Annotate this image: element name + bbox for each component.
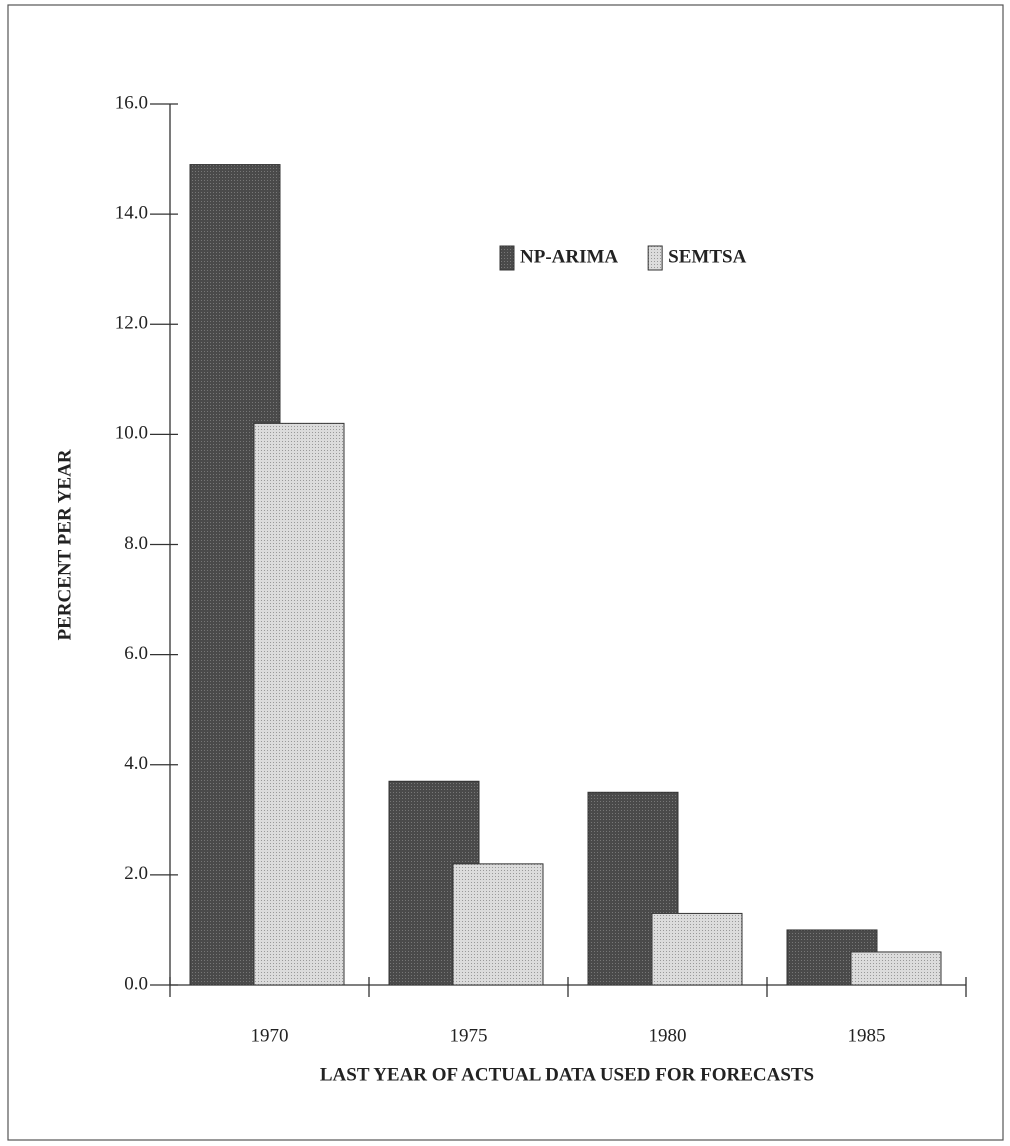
bar bbox=[850, 951, 942, 986]
y-tick-label: 2.0 bbox=[124, 863, 148, 884]
y-tick-label: 14.0 bbox=[115, 202, 148, 223]
y-tick-label: 6.0 bbox=[124, 643, 148, 664]
y-tick-label: 10.0 bbox=[115, 423, 148, 444]
frame bbox=[7, 4, 1004, 1141]
legend-label: NP-ARIMA bbox=[520, 246, 618, 267]
y-tick-label: 8.0 bbox=[124, 533, 148, 554]
y-tick-label: 12.0 bbox=[115, 313, 148, 334]
y-axis-title: PERCENT PER YEAR bbox=[54, 449, 75, 640]
legend-label: SEMTSA bbox=[668, 246, 746, 267]
x-tick-label: 1970 bbox=[251, 1025, 289, 1046]
bar bbox=[253, 422, 345, 986]
legend-swatch bbox=[499, 245, 515, 271]
y-tick-label: 0.0 bbox=[124, 973, 148, 994]
y-tick-label: 16.0 bbox=[115, 92, 148, 113]
x-axis-title: LAST YEAR OF ACTUAL DATA USED FOR FORECA… bbox=[320, 1064, 814, 1085]
bar bbox=[452, 863, 544, 986]
x-tick-label: 1975 bbox=[450, 1025, 488, 1046]
legend-swatch bbox=[647, 245, 663, 271]
x-tick-label: 1980 bbox=[649, 1025, 687, 1046]
bar bbox=[651, 912, 743, 986]
x-tick-label: 1985 bbox=[848, 1025, 886, 1046]
y-tick-label: 4.0 bbox=[124, 753, 148, 774]
